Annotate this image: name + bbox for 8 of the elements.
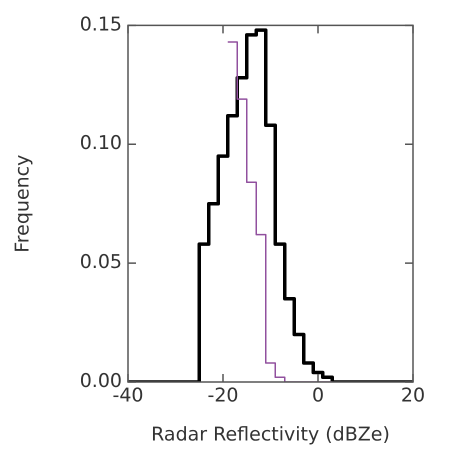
y-tick-label: 0.15 bbox=[80, 13, 122, 36]
y-axis-title: Frequency bbox=[11, 154, 34, 253]
y-tick-label: 0.05 bbox=[80, 251, 122, 274]
x-tick-label: -20 bbox=[207, 384, 239, 406]
x-axis-title: Radar Reflectivity (dBZe) bbox=[151, 424, 390, 446]
x-tick-label: 0 bbox=[312, 384, 324, 406]
x-tick-label: 20 bbox=[400, 384, 426, 406]
y-tick-label: 0.10 bbox=[80, 132, 122, 154]
